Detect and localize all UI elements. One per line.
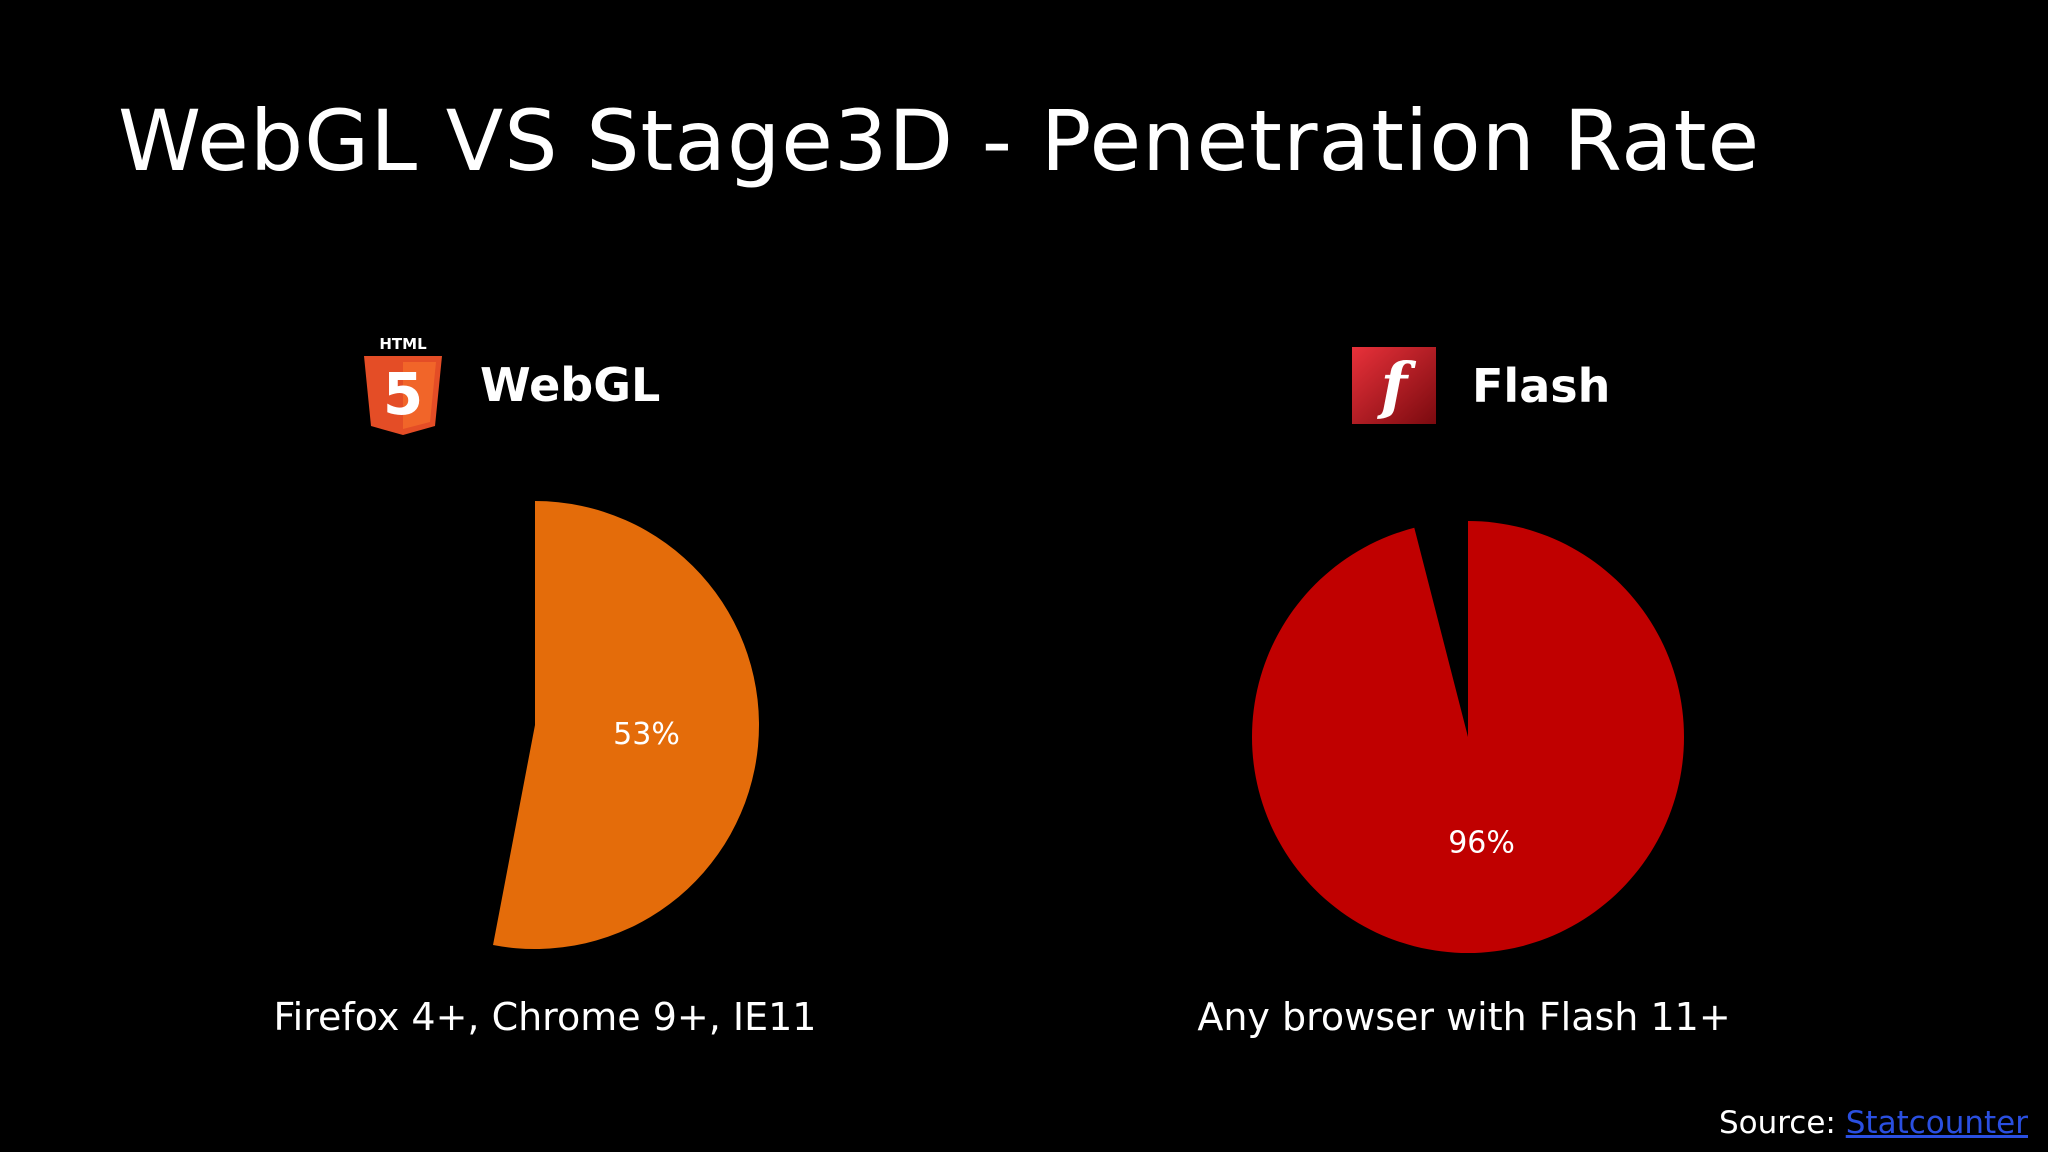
html5-icon: HTML 5 (364, 335, 442, 435)
webgl-caption: Firefox 4+, Chrome 9+, IE11 (273, 995, 817, 1039)
statcounter-link[interactable]: Statcounter (1845, 1105, 2028, 1141)
flash-pie-slice (1251, 521, 1684, 953)
webgl-pie-slice (493, 501, 759, 950)
flash-icon: f (1352, 347, 1436, 424)
slide-title: WebGL VS Stage3D - Penetration Rate (118, 92, 1761, 190)
flash-title: Flash (1472, 358, 1611, 413)
webgl-slice-label: 53% (613, 717, 680, 752)
svg-text:5: 5 (383, 360, 423, 428)
source-prefix: Source: (1718, 1105, 1846, 1141)
source-note: Source: Statcounter (1719, 1105, 2028, 1141)
flash-caption: Any browser with Flash 11+ (1197, 995, 1731, 1039)
webgl-title: WebGL (480, 358, 661, 412)
webgl-heading: HTML 5 WebGL (362, 334, 660, 436)
flash-heading: f Flash (1352, 347, 1610, 424)
svg-text:HTML: HTML (379, 335, 427, 353)
flash-slice-label: 96% (1448, 826, 1515, 861)
